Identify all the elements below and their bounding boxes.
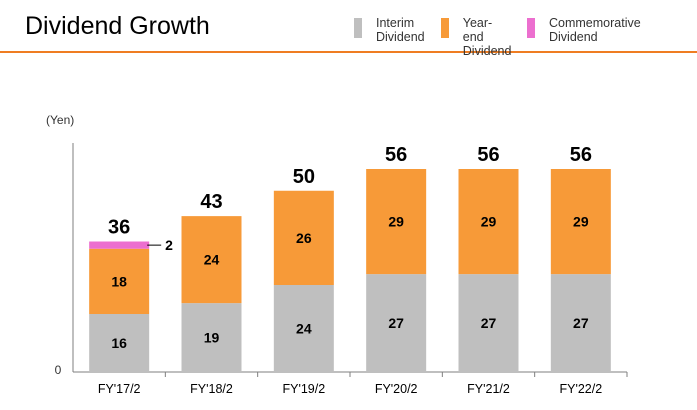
x-tick-label: FY'18/2 (190, 382, 233, 396)
bar-commemorative (89, 241, 150, 249)
legend-swatch-year-end (441, 18, 449, 38)
x-tick-label: FY'21/2 (467, 382, 510, 396)
data-label-interim: 24 (296, 321, 312, 337)
total-label: 56 (477, 144, 499, 166)
data-label-year-end: 29 (481, 214, 497, 230)
legend-label-interim: Interim Dividend (376, 16, 425, 44)
legend-item-year-end: Year-end Dividend (441, 16, 512, 58)
title-underline (0, 51, 697, 53)
data-label-year-end: 24 (204, 252, 220, 268)
bar-interim (366, 274, 427, 372)
data-label-interim: 27 (388, 315, 404, 331)
bar-year-end (89, 248, 150, 314)
bar-year-end (550, 169, 611, 275)
data-label-commemorative: 2 (165, 237, 173, 253)
x-tick-label: FY'17/2 (98, 382, 141, 396)
bar-interim (181, 303, 242, 372)
y-axis-title: (Yen) (46, 113, 74, 127)
bar-group: 16 18 2 36 FY'17/2 19 24 43 FY'18/2 24 26 50 FY'19/2… (89, 144, 628, 396)
legend-swatch-commemorative (527, 18, 535, 38)
bar-year-end (458, 169, 519, 275)
x-tick-label: FY'22/2 (559, 382, 602, 396)
data-label-interim: 27 (481, 315, 497, 331)
bar-interim (550, 274, 611, 372)
legend-label-year-end: Year-end Dividend (462, 16, 512, 58)
total-label: 50 (293, 166, 315, 188)
data-label-interim: 27 (573, 315, 589, 331)
legend-item-interim: Interim Dividend (354, 16, 425, 44)
data-label-year-end: 18 (111, 273, 127, 289)
data-label-year-end: 29 (388, 214, 404, 230)
data-label-year-end: 26 (296, 230, 312, 246)
bar-interim (458, 274, 519, 372)
bar-interim (273, 285, 334, 372)
data-label-interim: 16 (111, 335, 127, 351)
bar-interim (89, 314, 150, 372)
y-tick-label: 0 (55, 363, 62, 377)
bar-year-end (273, 190, 334, 285)
total-label: 56 (385, 144, 407, 166)
legend-swatch-interim (354, 18, 362, 38)
total-label: 36 (108, 217, 130, 239)
total-label: 43 (200, 191, 222, 213)
legend-label-commemorative: Commemorative Dividend (549, 16, 641, 44)
legend-item-commemorative: Commemorative Dividend (527, 16, 641, 44)
page-title: Dividend Growth (25, 12, 210, 40)
total-label: 56 (570, 144, 592, 166)
data-label-year-end: 29 (573, 214, 589, 230)
x-tick-label: FY'20/2 (375, 382, 418, 396)
bar-year-end (181, 216, 242, 304)
data-label-interim: 19 (204, 330, 220, 346)
bar-year-end (366, 169, 427, 275)
x-tick-label: FY'19/2 (282, 382, 325, 396)
